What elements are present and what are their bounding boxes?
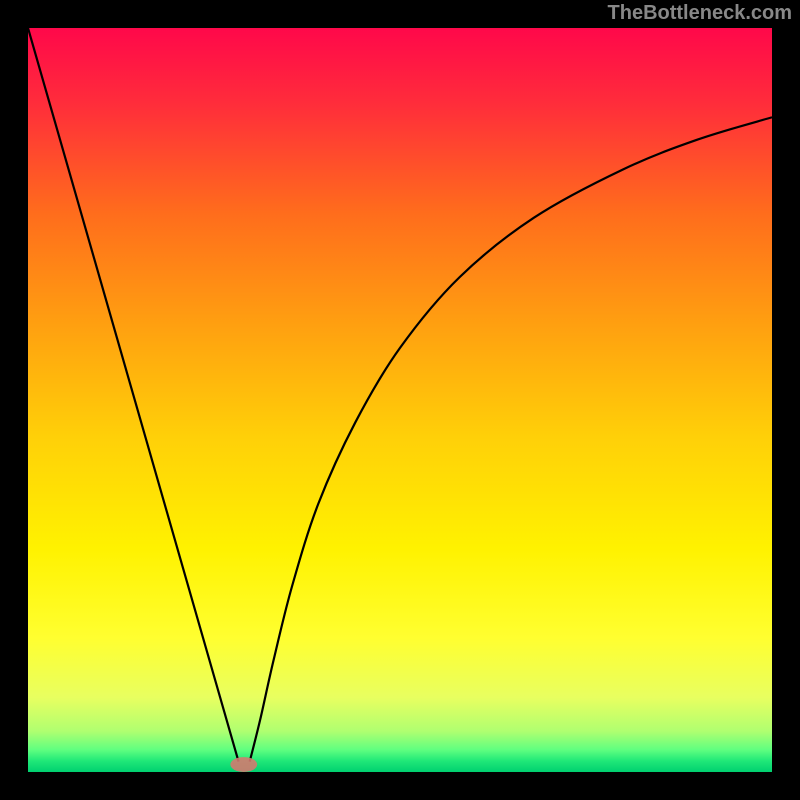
gradient-background: [28, 28, 772, 772]
plot-area: [28, 28, 772, 772]
chart-svg: [28, 28, 772, 772]
chart-container: TheBottleneck.com: [0, 0, 800, 800]
minimum-marker: [230, 757, 257, 772]
watermark-text: TheBottleneck.com: [608, 2, 792, 25]
